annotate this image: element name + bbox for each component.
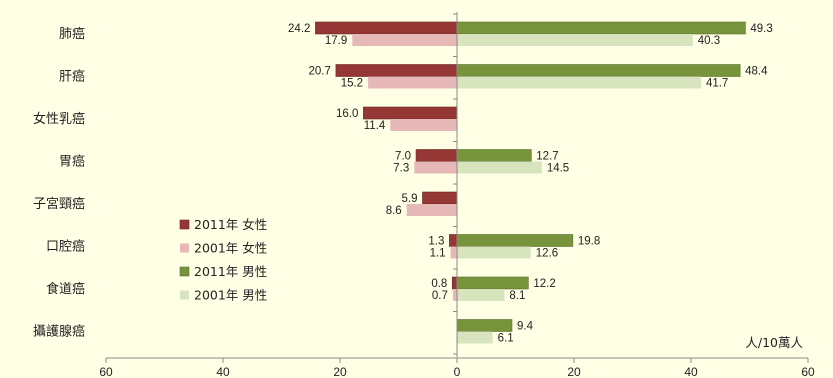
- bar: [456, 21, 746, 35]
- bar: [457, 34, 693, 46]
- bar: [452, 289, 457, 301]
- bar: [456, 234, 574, 247]
- data-label: 11.4: [364, 120, 386, 132]
- data-label: 8.1: [509, 290, 525, 302]
- bar: [452, 276, 458, 290]
- data-label: 12.2: [533, 278, 555, 290]
- data-label: 6.1: [498, 333, 514, 345]
- legend-label: 2001年 男性: [194, 288, 267, 303]
- x-tick-label: 20: [567, 365, 581, 378]
- data-label: 12.6: [536, 248, 558, 260]
- data-label: 24.2: [288, 23, 310, 35]
- category-label: 食道癌: [46, 281, 85, 297]
- bar: [457, 76, 701, 89]
- data-label: 1.3: [428, 236, 444, 248]
- bar: [456, 319, 513, 332]
- data-label: 5.9: [401, 193, 417, 205]
- legend-swatch: [180, 290, 189, 300]
- bar: [422, 191, 458, 205]
- legend-label: 2011年 男性: [194, 264, 267, 279]
- bar: [456, 149, 532, 162]
- bar: [457, 161, 542, 174]
- legend-swatch: [179, 219, 190, 230]
- data-label: 12.7: [536, 151, 558, 163]
- legend-swatch: [179, 266, 190, 277]
- data-label: 0.8: [431, 278, 447, 290]
- data-label: 48.4: [745, 66, 768, 78]
- data-label: 9.4: [517, 321, 534, 333]
- x-tick-label: 20: [333, 365, 347, 378]
- category-label: 攝護腺癌: [33, 324, 85, 340]
- data-label: 16.0: [336, 108, 358, 120]
- bar: [457, 331, 493, 344]
- data-label: 0.7: [432, 290, 448, 302]
- bar: [457, 246, 531, 259]
- x-tick-label: 40: [216, 365, 230, 378]
- legend-label: 2001年 女性: [194, 241, 267, 256]
- bar: [368, 76, 457, 89]
- data-label: 17.9: [325, 35, 347, 47]
- data-label: 49.3: [750, 23, 772, 35]
- data-label: 1.1: [430, 248, 446, 260]
- category-label: 肝癌: [59, 69, 85, 85]
- x-tick-label: 60: [801, 365, 815, 378]
- bar: [449, 234, 458, 247]
- bar: [390, 119, 457, 131]
- bar: [415, 149, 458, 162]
- category-label: 肺癌: [59, 26, 85, 42]
- data-label: 8.6: [386, 205, 402, 217]
- data-label: 15.2: [341, 78, 363, 90]
- category-label: 子宮頸癌: [33, 196, 85, 212]
- bar: [335, 64, 458, 77]
- data-label: 20.7: [309, 66, 331, 78]
- legend-label: 2011年 女性: [194, 217, 267, 232]
- x-axis: 60 40 20 0 20 40 60: [99, 12, 815, 378]
- bar: [457, 289, 505, 301]
- data-label: 41.7: [706, 78, 728, 90]
- category-label: 口腔癌: [46, 239, 85, 255]
- data-label: 7.0: [395, 151, 411, 163]
- legend: 2011年 女性 2001年 女性 2011年 男性 2001年 男性: [179, 217, 267, 303]
- x-tick-label: 40: [684, 365, 698, 378]
- bar: [414, 161, 457, 174]
- bar: [450, 246, 457, 259]
- bar: [456, 276, 529, 290]
- bar: [315, 21, 458, 35]
- value-labels-layer: 24.2 17.9 49.3 40.3 20.7 15.2 48.4 41.7 16.0 11.4…: [288, 23, 773, 345]
- bar: [456, 64, 741, 77]
- bars-layer: [315, 21, 746, 344]
- x-tick-label: 0: [454, 365, 461, 378]
- bar: [363, 106, 458, 120]
- bar: [406, 204, 457, 216]
- category-label: 女性乳癌: [33, 111, 85, 127]
- legend-swatch: [180, 243, 189, 253]
- data-label: 19.8: [578, 236, 600, 248]
- x-tick-label: 60: [99, 365, 113, 378]
- category-label: 胃癌: [59, 154, 85, 170]
- data-label: 14.5: [547, 163, 569, 175]
- bar: [352, 34, 457, 46]
- unit-label: 人/10萬人: [745, 335, 803, 350]
- data-label: 7.3: [393, 163, 409, 175]
- data-label: 40.3: [698, 35, 720, 47]
